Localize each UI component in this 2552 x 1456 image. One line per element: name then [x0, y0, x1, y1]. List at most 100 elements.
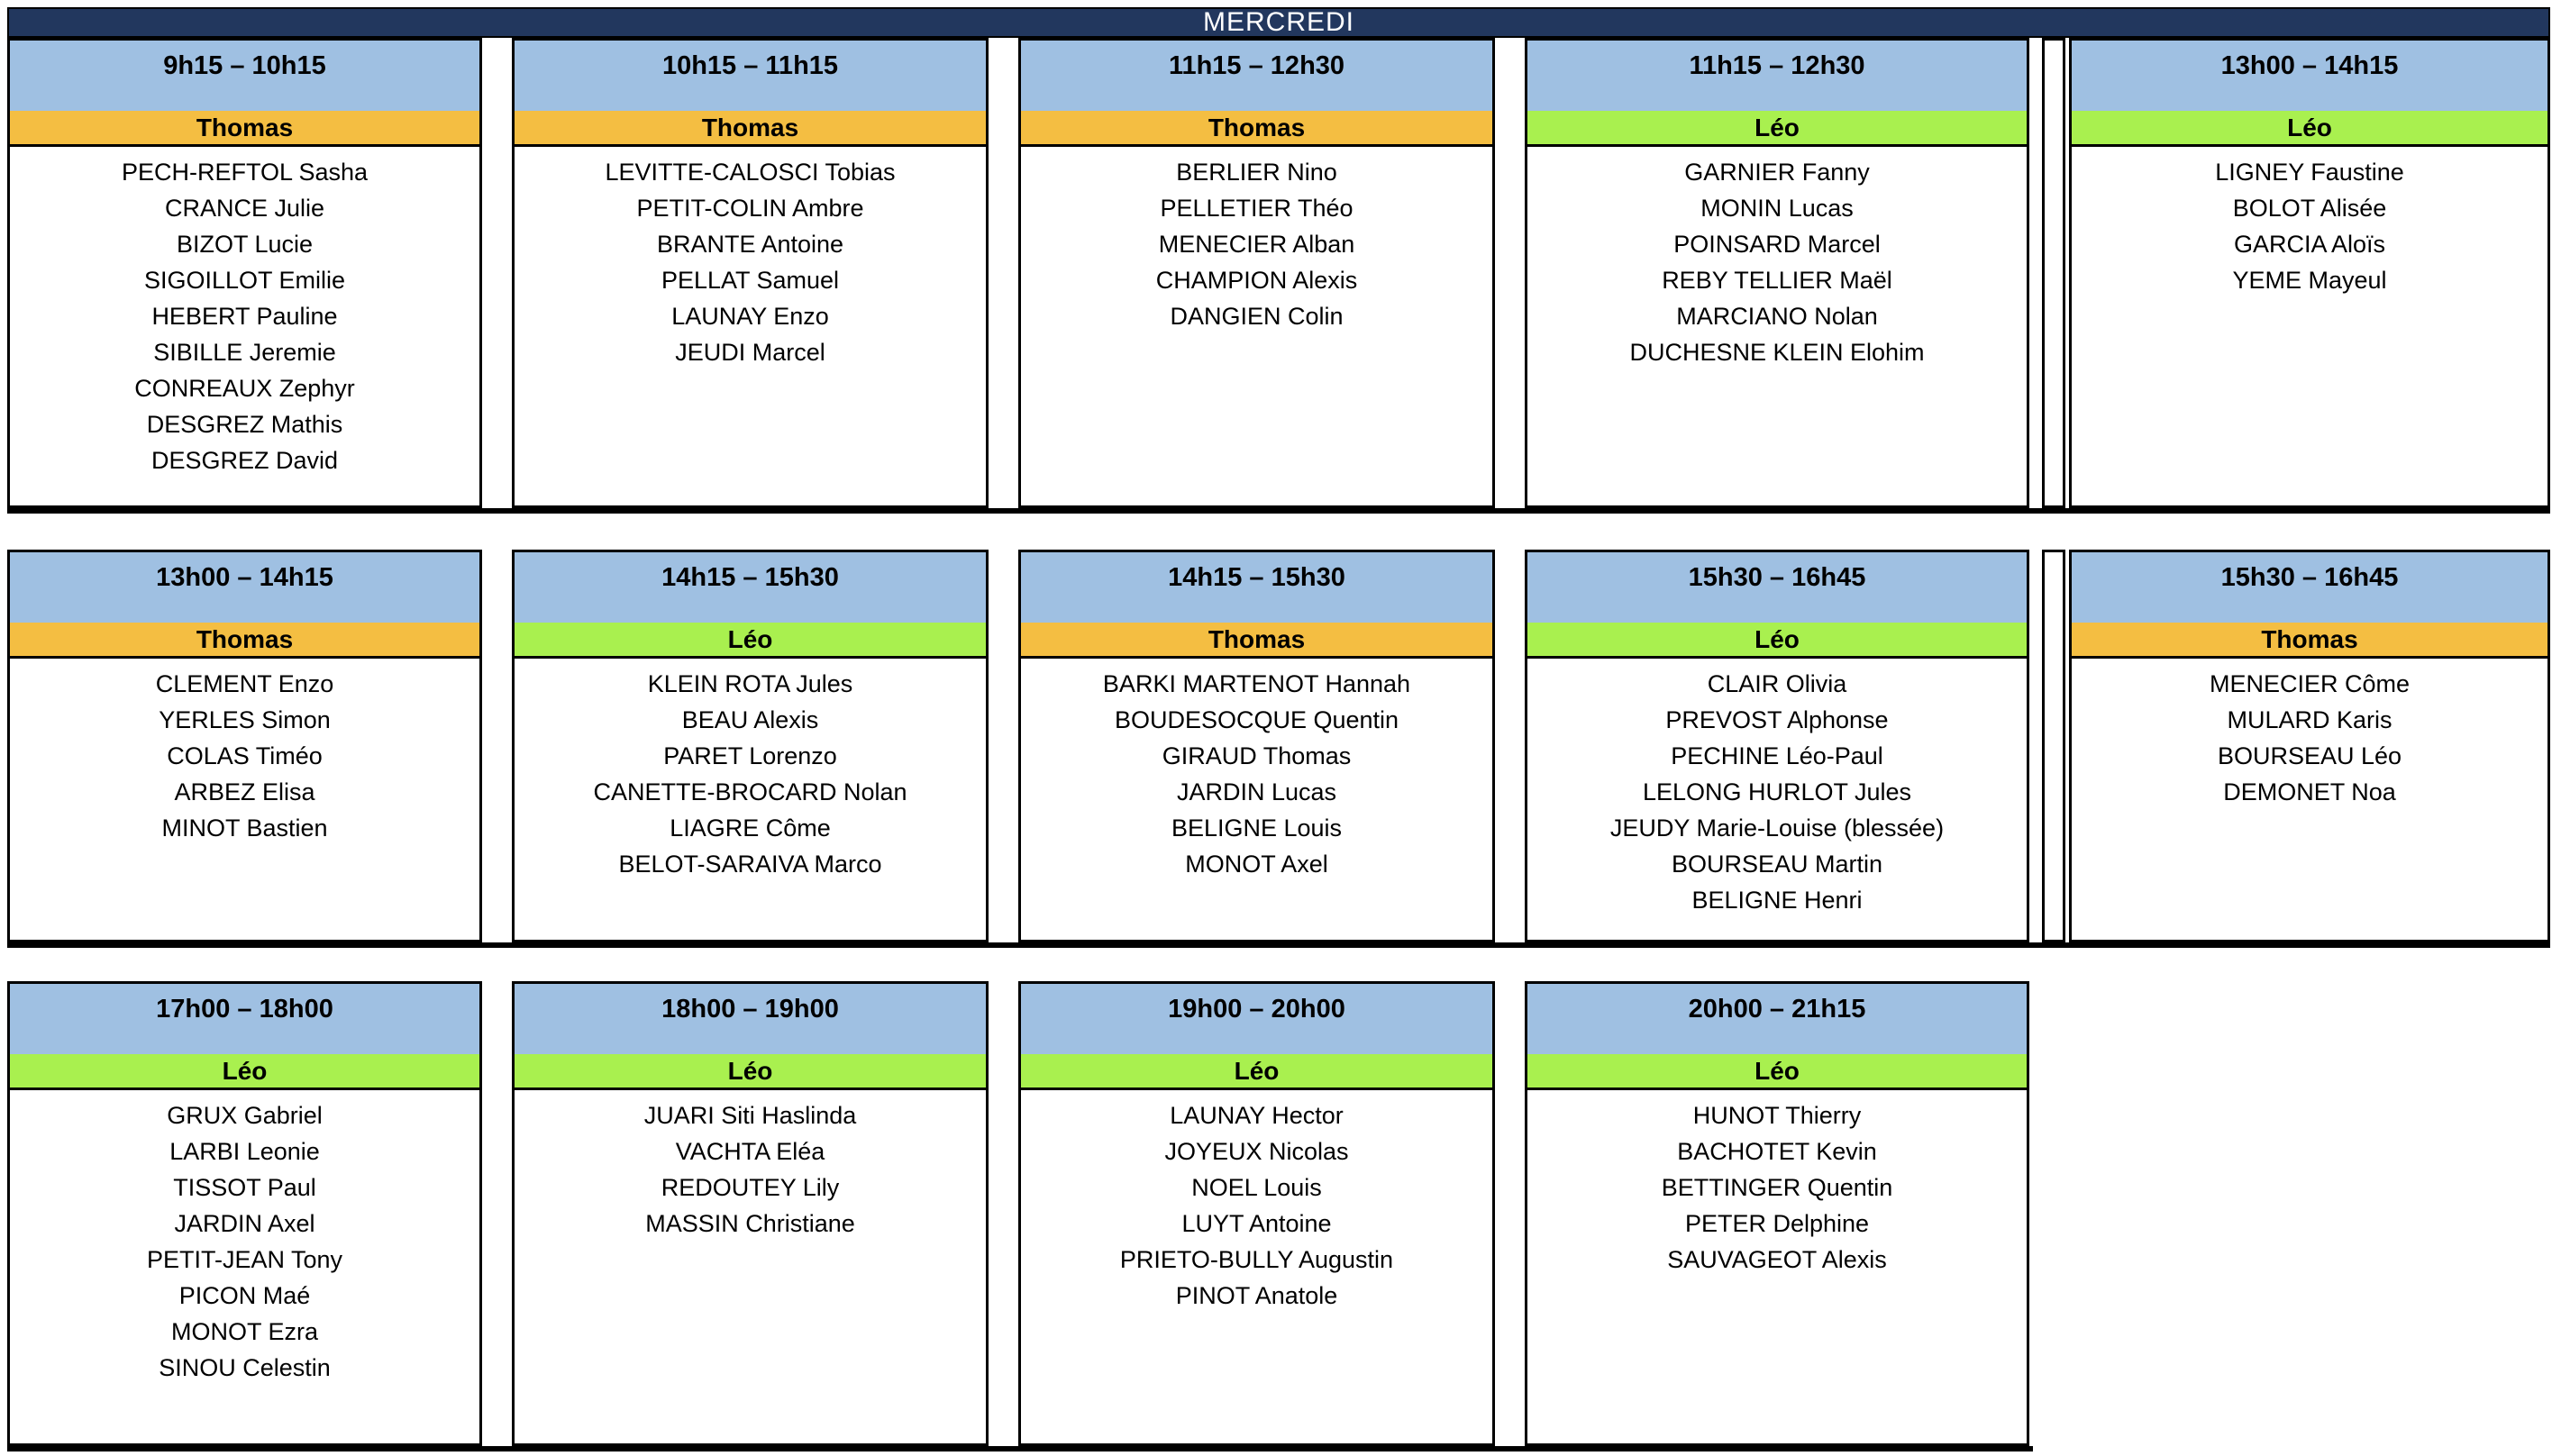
student-list: BARKI MARTENOT Hannah BOUDESOCQUE Quentin… [1021, 659, 1492, 882]
student-name: PELLETIER Théo [1160, 195, 1353, 222]
student-name: BARKI MARTENOT Hannah [1102, 670, 1411, 697]
student-name: PREVOST Alphonse [1665, 706, 1889, 733]
student-name: JARDIN Axel [174, 1210, 315, 1237]
session-card: 14h15 – 15h30 Thomas BARKI MARTENOT Hann… [1018, 550, 1495, 942]
student-name: PELLAT Samuel [661, 267, 840, 294]
slot-coach-band: Thomas [2072, 623, 2547, 659]
session-card: 9h15 – 10h15 Thomas PECH-REFTOL Sasha CRA… [7, 38, 482, 508]
student-name: LELONG HURLOT Jules [1642, 778, 1912, 805]
slot-time-header: 15h30 – 16h45 [2072, 552, 2547, 623]
session-card: 19h00 – 20h00 Léo LAUNAY Hector JOYEUX Ni… [1018, 981, 1495, 1446]
student-name: LAUNAY Enzo [671, 303, 829, 330]
student-name: MINOT Bastien [161, 814, 328, 842]
student-name: MONIN Lucas [1700, 195, 1854, 222]
slot-coach-band: Thomas [1021, 623, 1492, 659]
student-name: BIZOT Lucie [176, 231, 314, 258]
student-name: DUCHESNE KLEIN Elohim [1629, 339, 1925, 366]
student-name: PARET Lorenzo [663, 742, 837, 769]
slot-coach-band: Léo [1527, 111, 2027, 147]
student-name: SINOU Celestin [159, 1354, 331, 1381]
slot-time-header: 19h00 – 20h00 [1021, 984, 1492, 1054]
session-card: 15h30 – 16h45 Léo CLAIR Olivia PREVOST Al… [1525, 550, 2029, 942]
day-title: MERCREDI [1202, 7, 1354, 37]
student-name: PECHINE Léo-Paul [1671, 742, 1883, 769]
student-name: DESGREZ Mathis [146, 411, 343, 438]
student-name: PINOT Anatole [1175, 1282, 1338, 1309]
session-card: 18h00 – 19h00 Léo JUARI Siti Haslinda VAC… [512, 981, 989, 1446]
student-name: MASSIN Christiane [645, 1210, 855, 1237]
student-name: TISSOT Paul [173, 1174, 316, 1201]
student-name: COLAS Timéo [167, 742, 323, 769]
student-name: NOEL Louis [1191, 1174, 1322, 1201]
student-name: LAUNAY Hector [1170, 1102, 1344, 1129]
student-name: MENECIER Côme [2209, 670, 2411, 697]
student-name: CONREAUX Zephyr [134, 375, 355, 402]
slot-coach-band: Thomas [515, 111, 986, 147]
slot-time-header: 14h15 – 15h30 [1021, 552, 1492, 623]
student-name: CLAIR Olivia [1707, 670, 1847, 697]
student-name: LUYT Antoine [1181, 1210, 1332, 1237]
session-card: 13h00 – 14h15 Léo LIGNEY Faustine BOLOT A… [2069, 38, 2550, 508]
student-name: HUNOT Thierry [1692, 1102, 1862, 1129]
session-card: 17h00 – 18h00 Léo GRUX Gabriel LARBI Leon… [7, 981, 482, 1446]
student-name: PICON Maé [178, 1282, 311, 1309]
student-name: GARNIER Fanny [1684, 159, 1870, 186]
slot-time-header: 10h15 – 11h15 [515, 41, 986, 111]
student-list: KLEIN ROTA Jules BEAU Alexis PARET Lorenzo… [515, 659, 986, 882]
student-name: BELIGNE Henri [1691, 887, 1863, 914]
student-name: PETER Delphine [1684, 1210, 1870, 1237]
student-name: SIGOILLOT Emilie [143, 267, 346, 294]
student-name: LARBI Leonie [169, 1138, 320, 1165]
slot-coach-band: Léo [2072, 111, 2547, 147]
slot-time-header: 17h00 – 18h00 [10, 984, 479, 1054]
slot-time-header: 15h30 – 16h45 [1527, 552, 2027, 623]
student-list: LAUNAY Hector JOYEUX Nicolas NOEL Louis LUY… [1021, 1090, 1492, 1314]
slot-coach-band: Léo [1527, 1054, 2027, 1090]
student-name: DANGIEN Colin [1170, 303, 1344, 330]
student-name: MENECIER Alban [1158, 231, 1355, 258]
session-card: 11h15 – 12h30 Thomas BERLIER Nino PELLETI… [1018, 38, 1495, 508]
student-name: JEUDI Marcel [675, 339, 825, 366]
student-name: BEAU Alexis [681, 706, 819, 733]
slot-coach-band: Léo [10, 1054, 479, 1090]
student-name: CLEMENT Enzo [155, 670, 334, 697]
student-name: JUARI Siti Haslinda [643, 1102, 857, 1129]
student-name: GARCIA Aloïs [2233, 231, 2386, 258]
slot-coach-band: Léo [515, 1054, 986, 1090]
student-name: BOLOT Alisée [2232, 195, 2387, 222]
student-name: YEME Mayeul [2232, 267, 2387, 294]
student-name: LIGNEY Faustine [2215, 159, 2404, 186]
student-name: GIRAUD Thomas [1162, 742, 1352, 769]
student-name: REDOUTEY Lily [661, 1174, 840, 1201]
student-name: HEBERT Pauline [151, 303, 338, 330]
slot-coach-band: Thomas [10, 623, 479, 659]
slot-coach-band: Léo [1021, 1054, 1492, 1090]
student-name: BETTINGER Quentin [1661, 1174, 1893, 1201]
session-card: 13h00 – 14h15 Thomas CLEMENT Enzo YERLES … [7, 550, 482, 942]
student-name: POINSARD Marcel [1673, 231, 1881, 258]
student-list: LEVITTE-CALOSCI Tobias PETIT-COLIN Ambre B… [515, 147, 986, 370]
student-name: GRUX Gabriel [167, 1102, 323, 1129]
student-list: GRUX Gabriel LARBI Leonie TISSOT Paul JARDI… [10, 1090, 479, 1386]
student-name: VACHTA Eléa [675, 1138, 825, 1165]
student-name: PRIETO-BULLY Augustin [1119, 1246, 1394, 1273]
student-list: PECH-REFTOL Sasha CRANCE Julie BIZOT Lucie… [10, 147, 479, 478]
slot-coach-band: Léo [1527, 623, 2027, 659]
student-name: SAUVAGEOT Alexis [1667, 1246, 1887, 1273]
student-list: GARNIER Fanny MONIN Lucas POINSARD Marcel R… [1527, 147, 2027, 370]
slot-time-header: 13h00 – 14h15 [2072, 41, 2547, 111]
student-name: MONOT Axel [1185, 851, 1328, 878]
slot-time-header: 20h00 – 21h15 [1527, 984, 2027, 1054]
student-name: REBY TELLIER Maël [1662, 267, 1892, 294]
schedule-row: 17h00 – 18h00 Léo GRUX Gabriel LARBI Leon… [7, 981, 2033, 1451]
student-name: DEMONET Noa [2223, 778, 2396, 805]
student-list: BERLIER Nino PELLETIER Théo MENECIER Alban… [1021, 147, 1492, 334]
student-name: JOYEUX Nicolas [1164, 1138, 1349, 1165]
slot-time-header: 18h00 – 19h00 [515, 984, 986, 1054]
student-list: MENECIER Côme MULARD Karis BOURSEAU Léo DEM… [2072, 659, 2547, 810]
student-name: BRANTE Antoine [656, 231, 844, 258]
student-list: CLEMENT Enzo YERLES Simon COLAS Timéo ARBEZ… [10, 659, 479, 846]
student-name: CANETTE-BROCARD Nolan [593, 778, 907, 805]
student-name: BACHOTET Kevin [1677, 1138, 1877, 1165]
